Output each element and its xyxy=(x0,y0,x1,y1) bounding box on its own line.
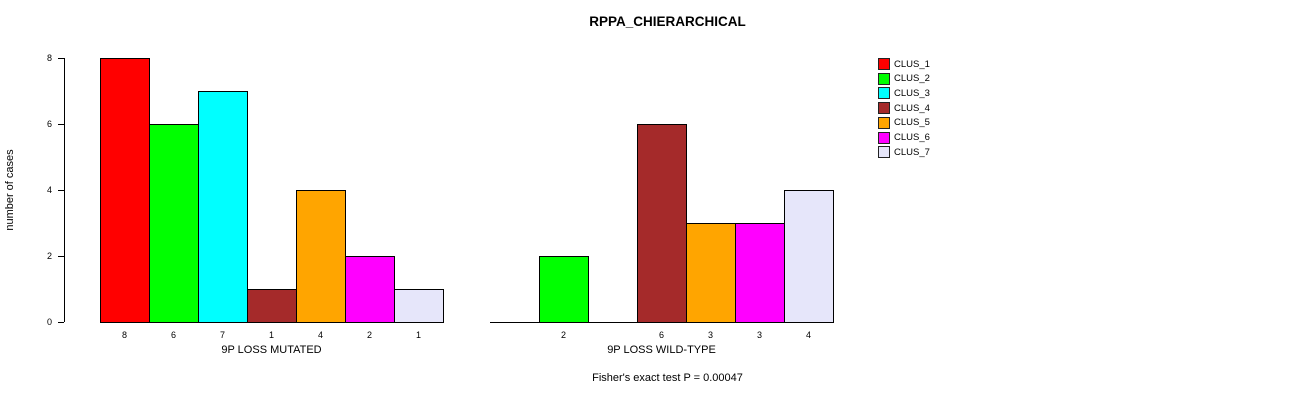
y-tick xyxy=(58,256,64,257)
legend-swatch xyxy=(878,102,890,115)
bar-value-label: 6 xyxy=(658,330,664,340)
y-tick xyxy=(58,124,64,125)
legend-item: CLUS_6 xyxy=(878,131,930,144)
bar xyxy=(539,256,589,323)
legend-item: CLUS_4 xyxy=(878,102,930,115)
legend-item: CLUS_2 xyxy=(878,72,930,85)
legend-swatch xyxy=(878,146,890,159)
legend-swatch xyxy=(878,116,890,129)
bar xyxy=(637,124,687,323)
bar xyxy=(686,223,736,323)
y-tick-label: 4 xyxy=(46,185,52,195)
y-axis-title: number of cases xyxy=(4,149,16,231)
bar-value-label: 1 xyxy=(415,330,421,340)
legend: CLUS_1 CLUS_2 CLUS_3 CLUS_4 CLUS_5 CLUS_6 CLUS… xyxy=(878,58,998,178)
chart-title: RPPA_CHIERARCHICAL xyxy=(589,14,746,29)
legend-label: CLUS_6 xyxy=(894,132,930,143)
bar xyxy=(247,289,297,323)
bar xyxy=(198,91,248,323)
bar-value-label: 2 xyxy=(560,330,566,340)
legend-label: CLUS_7 xyxy=(894,146,930,158)
bar xyxy=(394,289,444,323)
legend-item: CLUS_1 xyxy=(878,58,930,70)
legend-swatch xyxy=(878,87,890,100)
legend-swatch xyxy=(878,58,890,70)
annotation-text: Fisher's exact test P = 0.00047 xyxy=(592,372,743,384)
legend-item: CLUS_3 xyxy=(878,87,930,100)
y-tick xyxy=(58,58,64,59)
legend-item: CLUS_5 xyxy=(878,116,930,129)
bar xyxy=(784,190,834,323)
bar-value-label: 2 xyxy=(366,330,372,340)
y-tick-label: 6 xyxy=(46,119,52,129)
legend-swatch xyxy=(878,72,890,85)
bar-value-label: 4 xyxy=(805,330,811,340)
bar xyxy=(149,124,199,323)
y-tick-label: 2 xyxy=(46,251,52,261)
bar xyxy=(296,190,346,323)
y-tick-label: 8 xyxy=(46,53,52,63)
bar-value-label: 8 xyxy=(121,330,127,340)
legend-label: CLUS_4 xyxy=(894,102,930,114)
y-tick xyxy=(58,190,64,191)
bar-value-label: 3 xyxy=(756,330,762,340)
legend-label: CLUS_3 xyxy=(894,87,930,99)
y-axis-line xyxy=(64,58,65,322)
bar xyxy=(345,256,395,323)
legend-label: CLUS_2 xyxy=(894,73,930,85)
bar-value-label: 4 xyxy=(317,330,323,340)
bar xyxy=(100,58,150,323)
legend-label: CLUS_5 xyxy=(894,117,930,129)
bar-value-label: 6 xyxy=(170,330,176,340)
group-label: 9P LOSS WILD-TYPE xyxy=(607,344,716,356)
bar-value-label: 3 xyxy=(707,330,713,340)
legend-label: CLUS_1 xyxy=(894,58,930,70)
bar xyxy=(735,223,785,323)
legend-item: CLUS_7 xyxy=(878,146,930,159)
bar-value-label: 7 xyxy=(219,330,225,340)
y-tick xyxy=(58,322,64,323)
bar-value-label: 1 xyxy=(268,330,274,340)
group-label: 9P LOSS MUTATED xyxy=(221,344,322,356)
legend-swatch xyxy=(878,131,890,144)
y-tick-label: 0 xyxy=(46,317,52,327)
